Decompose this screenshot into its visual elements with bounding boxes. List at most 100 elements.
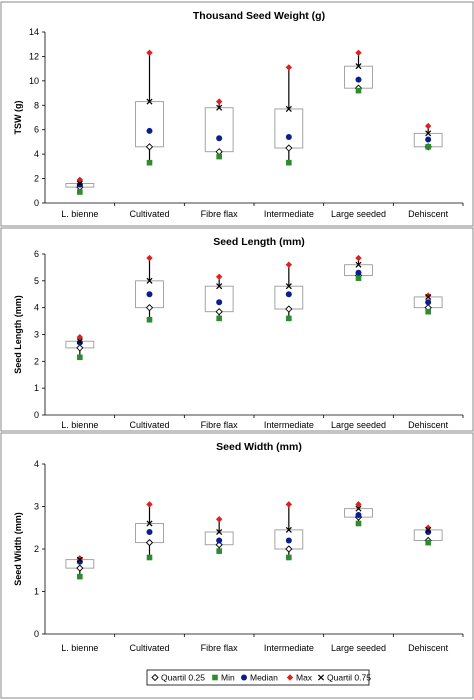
box-group [204,516,234,554]
quartile-75-point [76,338,83,345]
legend-marker [241,674,247,681]
max-point [215,273,223,281]
median-point [76,558,83,565]
y-tick-label: 10 [29,76,39,86]
min-point [425,144,431,150]
median-point [285,537,292,544]
median-point [285,291,292,298]
min-point [355,275,362,281]
min-point [77,354,83,361]
median-point [355,269,362,276]
median-point [146,529,153,535]
max-point [424,292,432,299]
max-point [215,98,223,105]
y-tick-label: 6 [34,125,39,135]
box-group [413,122,443,151]
min-point [286,315,292,322]
legend-marker [151,673,159,682]
box-group [413,524,443,546]
y-tick-label: 0 [34,198,39,208]
y-tick-label: 6 [34,249,39,259]
max-point [76,555,84,562]
y-tick-label: 2 [34,356,39,366]
y-tick-label: 12 [29,51,39,61]
max-point [146,254,153,262]
chart-panel-2: Seed Length (mm) 0 1 2 3 4 5 6 Seed Length (mm) L… [0,227,474,432]
x-tick-label: Fibre flax [201,420,239,430]
x-tick-label: Large seeded [331,420,386,430]
y-tick-label: 1 [34,587,39,597]
x-tick-label: Cultivated [129,643,169,653]
chart-title: Seed Length (mm) [213,236,305,248]
box-group [65,333,95,361]
quartile-75-point [216,104,223,111]
quartile-25-point [215,308,223,316]
quartile-75-point [355,505,362,512]
panel-frame [0,1,474,227]
iqr-box [204,285,234,313]
chart-panel-1: Thousand Seed Weight (g) 0 2 4 6 8 10 12 14 TSW (… [0,1,474,227]
box-group [274,261,304,322]
quartile-75-point [216,528,223,536]
legend-label: Max [296,673,313,683]
y-tick-label: 8 [34,100,39,110]
legend-marker [286,674,294,681]
median-point [355,512,362,518]
median-point [355,76,362,83]
box-group [274,501,304,561]
x-tick-label: Cultivated [129,209,169,219]
y-tick-label: 4 [34,149,39,159]
box-group [204,273,234,322]
x-tick-label: Intermediate [264,643,314,653]
min-point [146,554,153,561]
legend-label: Min [221,673,235,683]
x-tick-label: Intermediate [264,420,314,430]
max-point [285,501,293,508]
box-group [344,501,373,527]
max-point [146,501,153,508]
min-point [146,159,153,166]
y-tick-label: 2 [34,544,39,554]
median-point [285,134,292,141]
quartile-75-point [425,293,432,300]
box-group [135,501,164,561]
median-point [425,299,432,306]
max-point [146,49,153,56]
panel-frame [0,227,474,432]
min-point [216,315,222,322]
min-point [146,316,153,323]
min-point [77,573,83,580]
legend-label: Quartil 0.75 [327,673,371,683]
median-point [216,135,223,142]
min-point [425,308,431,315]
y-axis-label: Seed Length (mm) [13,295,23,374]
y-axis-label: TSW (g) [13,101,23,135]
quartile-75-point [76,180,83,187]
y-tick-label: 4 [34,459,39,469]
quartile-25-point [145,304,154,312]
x-tick-label: L. bienne [61,420,98,430]
quartile-75-point [355,261,362,268]
y-tick-label: 1 [34,383,39,393]
quartile-75-point [146,520,153,527]
y-tick-label: 14 [29,27,39,37]
y-tick-label: 3 [34,330,39,340]
y-tick-label: 3 [34,502,39,512]
min-point [216,548,222,554]
x-tick-label: Large seeded [331,643,386,653]
y-tick-label: 2 [34,174,39,184]
box-group [65,176,95,195]
box-group [274,64,304,166]
iqr-box [274,108,304,149]
min-point [286,159,292,166]
legend-marker [317,674,325,681]
min-point [216,153,222,160]
box-group [65,555,95,580]
max-point [355,501,362,508]
quartile-25-point [285,144,293,152]
y-tick-label: 5 [34,276,39,286]
y-tick-label: 0 [34,410,39,420]
x-tick-label: Dehiscent [408,643,449,653]
max-point [355,254,362,262]
